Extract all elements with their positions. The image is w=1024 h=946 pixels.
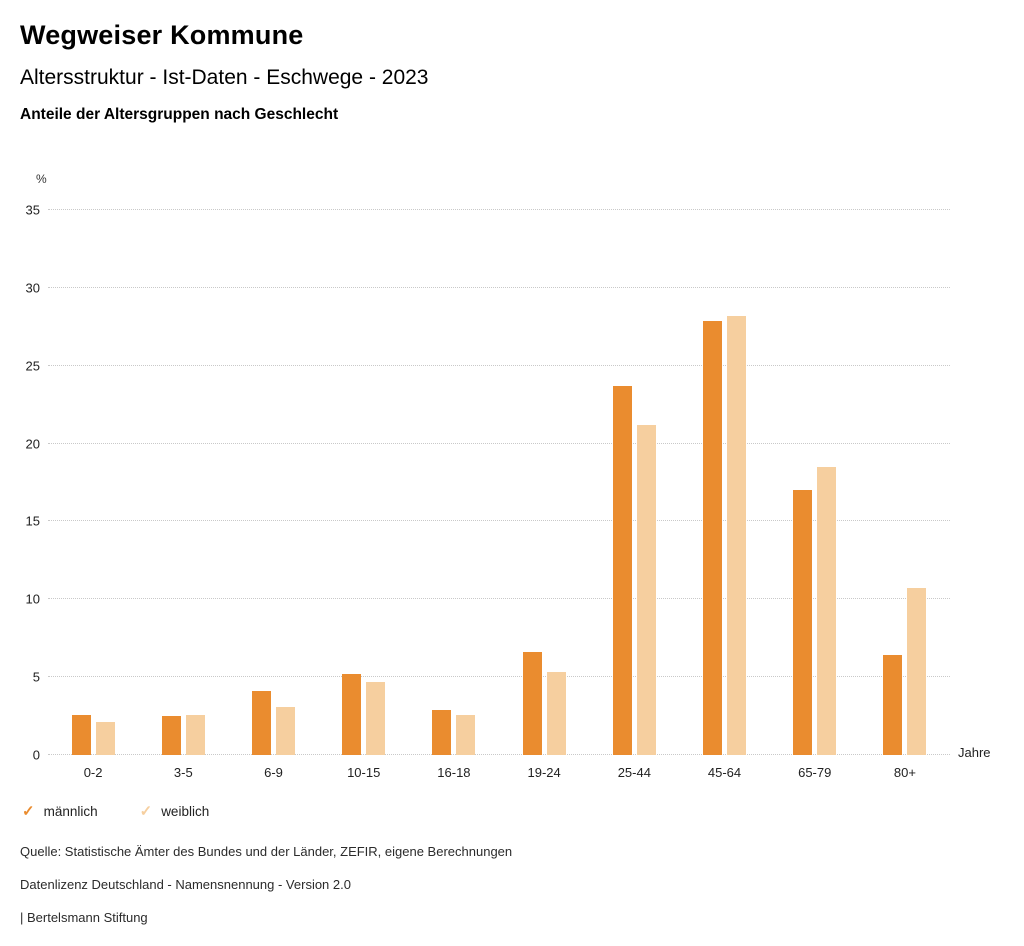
license-note: Datenlizenz Deutschland - Namensnennung … <box>20 877 351 892</box>
bar-weiblich[interactable] <box>546 672 566 755</box>
bar-weiblich[interactable] <box>907 588 927 755</box>
y-axis-tick-label: 25 <box>25 358 40 374</box>
bar-maennlich[interactable] <box>432 709 452 755</box>
gridline <box>48 676 950 678</box>
y-axis-tick-label: 0 <box>32 747 40 763</box>
x-axis-tick-label: 3-5 <box>173 765 193 780</box>
publisher-note: | Bertelsmann Stiftung <box>20 910 148 925</box>
gridline <box>48 286 950 288</box>
bar-maennlich[interactable] <box>161 716 181 755</box>
check-icon: ✓ <box>139 803 153 820</box>
bar-weiblich[interactable] <box>95 722 115 755</box>
bar-weiblich[interactable] <box>817 466 837 755</box>
y-axis-unit-label: % <box>36 172 47 186</box>
bar-group: 10-15 <box>319 210 409 780</box>
y-axis-tick-label: 15 <box>25 513 40 529</box>
bar-maennlich[interactable] <box>342 674 362 755</box>
bar-group: 80+ <box>860 210 950 780</box>
bar-maennlich[interactable] <box>71 714 91 755</box>
bar-maennlich[interactable] <box>522 652 542 755</box>
legend: ✓ männlich ✓ weiblich <box>22 804 209 819</box>
legend-label: weiblich <box>161 804 210 819</box>
gridline <box>48 598 950 600</box>
y-axis-tick-label: 10 <box>25 591 40 607</box>
bar-groups: 0-2 3-5 6-9 10-15 16-18 19-24 25-44 45-64 65-79 8… <box>48 210 950 780</box>
bar-group: 16-18 <box>409 210 499 780</box>
bar-maennlich[interactable] <box>612 385 632 755</box>
bar-weiblich[interactable] <box>456 714 476 755</box>
x-axis-tick-label: 6-9 <box>264 765 283 780</box>
bar-group: 25-44 <box>589 210 679 780</box>
legend-item-weiblich[interactable]: ✓ weiblich <box>140 804 210 819</box>
x-axis-tick-label: 19-24 <box>527 765 561 780</box>
bar-group: 3-5 <box>138 210 228 780</box>
x-axis-tick-label: 16-18 <box>437 765 471 780</box>
bar-group: 19-24 <box>499 210 589 780</box>
x-axis-tick-label: 0-2 <box>83 765 103 780</box>
legend-item-maennlich[interactable]: ✓ männlich <box>22 804 98 819</box>
y-axis-tick-label: 5 <box>32 669 40 685</box>
gridline <box>48 209 950 210</box>
bar-weiblich[interactable] <box>366 681 386 755</box>
x-axis-tick-label: 65-79 <box>798 765 832 780</box>
bar-maennlich[interactable] <box>883 655 903 755</box>
plot-area: Jahre 0 5 10 15 20 25 30 35 0-2 3-5 6-9 10-15 16-18 1… <box>26 204 991 781</box>
gridline <box>48 754 950 755</box>
bar-weiblich[interactable] <box>727 315 747 755</box>
y-axis-tick-label: 35 <box>25 202 40 218</box>
check-icon: ✓ <box>22 803 35 820</box>
bar-group: 65-79 <box>770 210 860 780</box>
x-axis-tick-label: 80+ <box>893 765 916 780</box>
bar-group: 0-2 <box>48 210 138 780</box>
bar-maennlich[interactable] <box>252 691 271 755</box>
gridline <box>48 364 950 366</box>
x-axis-tick-label: 45-64 <box>707 765 742 780</box>
legend-label: männlich <box>43 804 98 819</box>
bar-weiblich[interactable] <box>185 714 205 755</box>
chart-subtitle: Anteile der Altersgruppen nach Geschlech… <box>20 106 339 123</box>
bar-group: 45-64 <box>679 210 769 780</box>
bar-group: 6-9 <box>228 210 318 780</box>
gridline <box>48 520 950 522</box>
bar-weiblich[interactable] <box>636 424 656 755</box>
x-axis-tick-label: 25-44 <box>617 765 651 780</box>
page-title: Wegweiser Kommune <box>20 20 304 50</box>
bar-maennlich[interactable] <box>703 320 723 755</box>
y-axis-tick-label: 30 <box>25 280 40 296</box>
source-note: Quelle: Statistische Ämter des Bundes un… <box>20 844 513 859</box>
chart-title: Altersstruktur - Ist-Daten - Eschwege - … <box>20 66 429 89</box>
x-axis-unit-label: Jahre <box>958 745 991 760</box>
y-axis-tick-label: 20 <box>25 436 40 452</box>
gridline <box>48 442 950 444</box>
bar-maennlich[interactable] <box>793 490 813 755</box>
bar-weiblich[interactable] <box>276 706 295 755</box>
footer: Quelle: Statistische Ämter des Bundes un… <box>20 844 512 943</box>
x-axis-tick-label: 10-15 <box>347 765 381 780</box>
